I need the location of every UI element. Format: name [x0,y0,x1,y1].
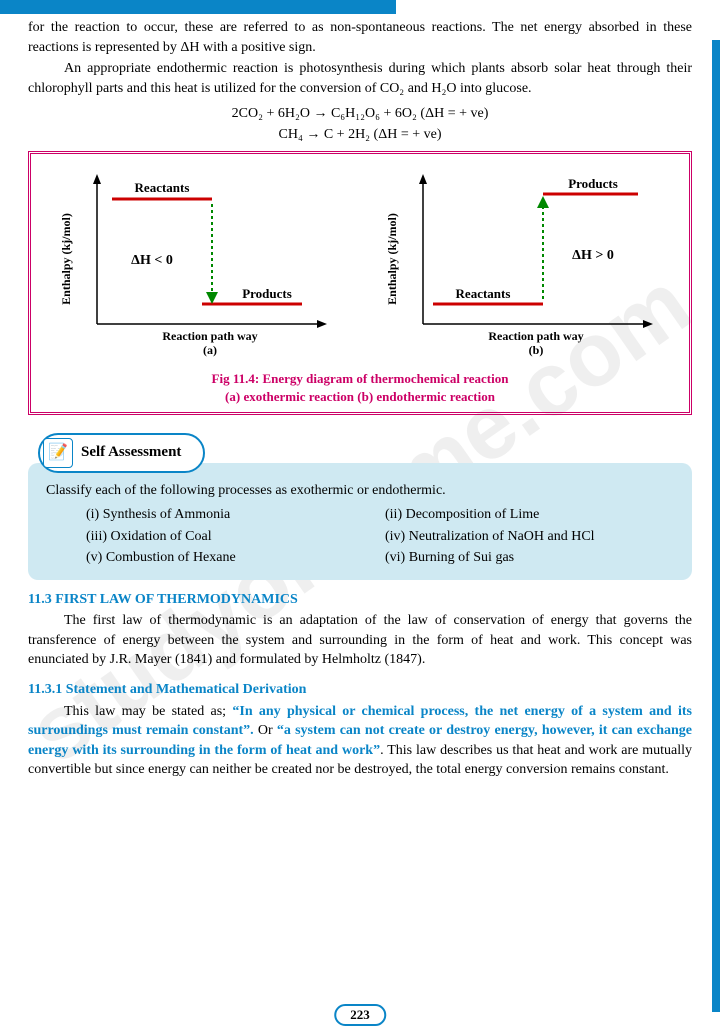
s2-mid: Or [254,723,277,738]
s2-lead: This law may be stated as; [64,704,232,719]
diagram-a-reactants: Reactants [135,180,190,195]
equation-1: 2CO₂ + 6H₂O → C₆H₁₂O₆ + 6O₂ (ΔH = + ve) [28,104,692,124]
section-11-3-head: 11.3 FIRST LAW OF THERMODYNAMICS [28,590,692,610]
figure-caption: Fig 11.4: Energy diagram of thermochemic… [39,370,681,406]
page-content: for the reaction to occur, these are ref… [28,18,692,780]
self-assessment-list: (i) Synthesis of Ammonia (ii) Decomposit… [46,505,674,568]
self-assessment-body: Classify each of the following processes… [28,463,692,579]
equation-2: CH₄ → C + 2H₂ (ΔH = + ve) [28,125,692,145]
diagrams-row: Enthalpy (kj/mol) Reactants Products ΔH … [39,164,681,364]
diagram-a-ylabel: Enthalpy (kj/mol) [59,213,73,305]
diagram-a-sub: (a) [203,343,217,357]
para-1: for the reaction to occur, these are ref… [28,18,692,57]
self-assessment-header: 📝 Self Assessment [38,433,205,473]
diagram-a-xlabel: Reaction path way [162,329,257,343]
sa-item-1: (i) Synthesis of Ammonia [86,505,375,525]
figure-caption-l2: (a) exothermic reaction (b) endothermic … [39,388,681,406]
section-11-3-body: The first law of thermodynamic is an ada… [28,611,692,670]
section-11-3-1-head: 11.3.1 Statement and Mathematical Deriva… [28,680,692,700]
diagram-b-products: Products [568,176,618,191]
diagram-b-xlabel: Reaction path way [488,329,583,343]
diagram-b-ylabel: Enthalpy (kj/mol) [385,213,399,305]
sa-item-6: (vi) Burning of Sui gas [385,548,674,568]
sa-item-3: (iii) Oxidation of Coal [86,527,375,547]
notepad-icon: 📝 [43,438,73,468]
self-assessment: 📝 Self Assessment Classify each of the f… [28,433,692,580]
right-edge-bar [712,40,720,1012]
figure-box: Enthalpy (kj/mol) Reactants Products ΔH … [28,151,692,415]
sa-item-4: (iv) Neutralization of NaOH and HCl [385,527,674,547]
self-assessment-prompt: Classify each of the following processes… [46,481,674,501]
top-decor-bar [0,0,720,14]
diagram-a-dh: ΔH < 0 [131,253,173,268]
sa-item-2: (ii) Decomposition of Lime [385,505,674,525]
diagram-b-dh: ΔH > 0 [572,248,614,263]
diagram-b: Enthalpy (kj/mol) Products Reactants ΔH … [378,164,668,364]
para-2: An appropriate endothermic reaction is p… [28,59,692,98]
figure-caption-l1: Fig 11.4: Energy diagram of thermochemic… [39,370,681,388]
diagram-b-reactants: Reactants [456,286,511,301]
section-11-3-1-body: This law may be stated as; “In any physi… [28,702,692,780]
page-number: 223 [334,1004,386,1026]
equations-block: 2CO₂ + 6H₂O → C₆H₁₂O₆ + 6O₂ (ΔH = + ve) … [28,104,692,144]
diagram-b-sub: (b) [529,343,544,357]
diagram-a: Enthalpy (kj/mol) Reactants Products ΔH … [52,164,342,364]
sa-item-5: (v) Combustion of Hexane [86,548,375,568]
self-assessment-title: Self Assessment [81,442,181,463]
diagram-a-products: Products [242,286,292,301]
